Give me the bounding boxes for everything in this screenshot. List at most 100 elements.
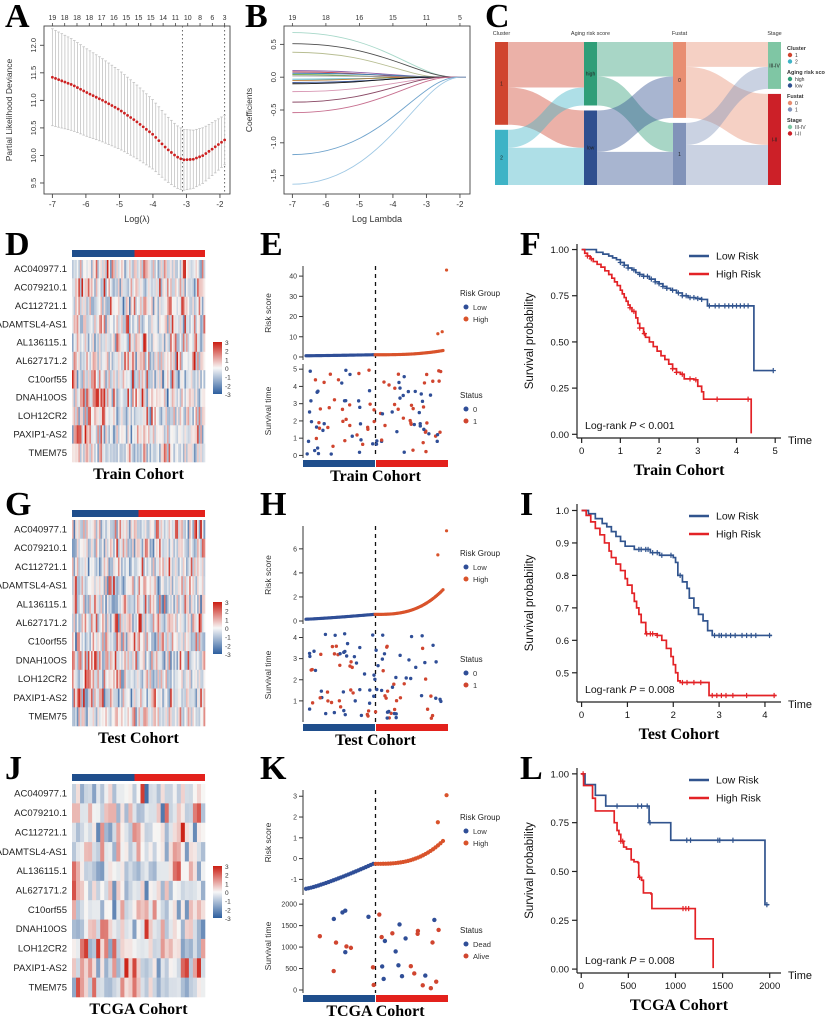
svg-text:Risk score: Risk score (263, 822, 273, 862)
svg-text:-2: -2 (225, 643, 231, 650)
svg-text:0: 0 (473, 669, 477, 678)
svg-text:AL136115.1: AL136115.1 (16, 599, 67, 610)
svg-text:Cluster: Cluster (787, 46, 807, 52)
panel-i-label: I (520, 486, 534, 523)
svg-text:0.5: 0.5 (556, 668, 569, 679)
svg-text:10: 10 (289, 334, 297, 341)
panel-a-label: A (5, 0, 30, 35)
svg-text:2: 2 (671, 710, 676, 721)
svg-text:8: 8 (198, 15, 202, 22)
svg-text:0.25: 0.25 (551, 384, 570, 395)
panel-l: L 0.00 0.25 0.50 0.75 1.00 0 500 1000 1500 2000 Su… (515, 752, 825, 1023)
svg-text:High: High (473, 839, 488, 848)
svg-text:Survival time: Survival time (263, 386, 273, 435)
tcga-risk-chart: -1 0 1 2 3 0 500 1000 1500 2000 Risk score Survival… (263, 790, 501, 1002)
svg-text:AC040977.1: AC040977.1 (14, 524, 67, 535)
svg-text:19: 19 (48, 15, 56, 22)
svg-text:11: 11 (423, 15, 430, 22)
svg-text:-6: -6 (322, 200, 330, 209)
svg-text:4: 4 (293, 384, 297, 391)
svg-text:Low: Low (473, 563, 487, 572)
svg-text:AC112721.1: AC112721.1 (15, 301, 67, 312)
svg-text:0: 0 (225, 626, 229, 633)
svg-text:High: High (473, 575, 488, 584)
svg-text:3: 3 (293, 656, 297, 663)
svg-text:1: 1 (225, 881, 229, 888)
svg-text:1: 1 (625, 710, 630, 721)
svg-text:0.7: 0.7 (556, 603, 569, 614)
svg-text:III-IV: III-IV (795, 125, 806, 131)
svg-text:15: 15 (122, 15, 130, 22)
svg-text:0.50: 0.50 (551, 337, 570, 348)
svg-text:6: 6 (293, 546, 297, 553)
svg-text:18: 18 (322, 15, 330, 22)
svg-text:Time: Time (788, 699, 812, 711)
svg-text:Low Risk: Low Risk (716, 251, 759, 263)
svg-text:Status: Status (460, 391, 483, 400)
svg-text:high: high (795, 77, 805, 83)
svg-text:0: 0 (293, 987, 297, 994)
svg-text:High: High (473, 315, 488, 324)
svg-text:AL627171.2: AL627171.2 (16, 356, 67, 367)
svg-text:-0.5: -0.5 (269, 104, 278, 117)
panel-f: F 0.00 0.25 0.50 0.75 1.00 0 1 2 3 4 5 Survival pro… (515, 228, 825, 488)
svg-text:0: 0 (293, 618, 297, 625)
svg-text:-2: -2 (225, 907, 231, 914)
svg-text:Dead: Dead (473, 940, 491, 949)
svg-text:1: 1 (618, 446, 623, 457)
svg-text:1: 1 (293, 835, 297, 842)
svg-text:-2: -2 (456, 200, 464, 209)
svg-text:-1: -1 (225, 899, 231, 906)
svg-text:-3: -3 (225, 392, 231, 399)
svg-text:1: 1 (225, 357, 229, 364)
svg-text:20: 20 (289, 314, 297, 321)
svg-text:1: 1 (795, 53, 798, 59)
train-km-chart: 0.00 0.25 0.50 0.75 1.00 0 1 2 3 4 5 Survival proba… (524, 244, 812, 457)
svg-text:TMEM75: TMEM75 (28, 982, 67, 993)
svg-text:LOH12CR2: LOH12CR2 (18, 411, 67, 422)
test-heatmap: AC040977.1 AC079210.1 AC112721.1 ADAMTSL4-A… (0, 510, 231, 727)
panel-e-title: Train Cohort (330, 468, 421, 485)
svg-text:3: 3 (223, 15, 227, 22)
svg-text:Status: Status (460, 926, 483, 935)
svg-text:Low: Low (473, 827, 487, 836)
svg-text:2: 2 (293, 418, 297, 425)
svg-text:1: 1 (473, 417, 477, 426)
svg-text:1: 1 (795, 108, 798, 114)
svg-text:ADAMTSL4-AS1: ADAMTSL4-AS1 (0, 319, 67, 330)
svg-text:-4: -4 (389, 200, 397, 209)
svg-text:DNAH10OS: DNAH10OS (16, 924, 67, 935)
svg-text:Risk Group: Risk Group (460, 289, 501, 298)
tcga-km-chart: 0.00 0.25 0.50 0.75 1.00 0 500 1000 1500 2000 Surv… (524, 768, 812, 992)
svg-text:5: 5 (293, 367, 297, 374)
svg-text:Log-rank P < 0.001: Log-rank P < 0.001 (585, 420, 675, 432)
svg-text:Survival probability: Survival probability (524, 554, 536, 651)
svg-text:0.25: 0.25 (551, 916, 570, 927)
svg-text:-3: -3 (225, 652, 231, 659)
svg-text:2000: 2000 (281, 902, 297, 909)
svg-text:4: 4 (293, 570, 297, 577)
tcga-heatmap: AC040977.1 AC079210.1 AC112721.1 ADAMTSL4-A… (0, 774, 231, 998)
svg-text:Survival probability: Survival probability (524, 292, 536, 389)
svg-text:4: 4 (293, 635, 297, 642)
svg-text:Risk score: Risk score (263, 555, 273, 595)
svg-text:16: 16 (110, 15, 118, 22)
svg-text:1.0: 1.0 (556, 506, 569, 517)
svg-text:ADAMTSL4-AS1: ADAMTSL4-AS1 (0, 847, 67, 858)
svg-text:Aging risk score: Aging risk score (787, 70, 825, 76)
svg-text:18: 18 (85, 15, 93, 22)
svg-text:-1: -1 (291, 877, 297, 884)
svg-text:1000: 1000 (281, 945, 297, 952)
svg-text:0.5: 0.5 (269, 39, 278, 49)
svg-text:AC079210.1: AC079210.1 (14, 543, 67, 554)
svg-text:2: 2 (225, 349, 229, 356)
svg-text:-1.5: -1.5 (269, 169, 278, 182)
svg-text:AC112721.1: AC112721.1 (15, 562, 67, 573)
svg-text:I-II: I-II (795, 132, 801, 138)
train-heatmap: AC040977.1 AC079210.1 AC112721.1 ADAMTSL4-A… (0, 250, 231, 463)
svg-text:11: 11 (172, 15, 179, 22)
svg-text:40: 40 (289, 274, 297, 281)
svg-text:Risk Group: Risk Group (460, 813, 501, 822)
